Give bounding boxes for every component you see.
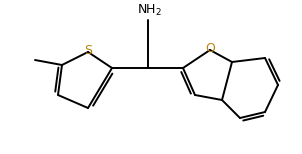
Text: O: O <box>205 43 215 55</box>
Text: NH$_2$: NH$_2$ <box>137 3 162 18</box>
Text: S: S <box>84 45 92 57</box>
